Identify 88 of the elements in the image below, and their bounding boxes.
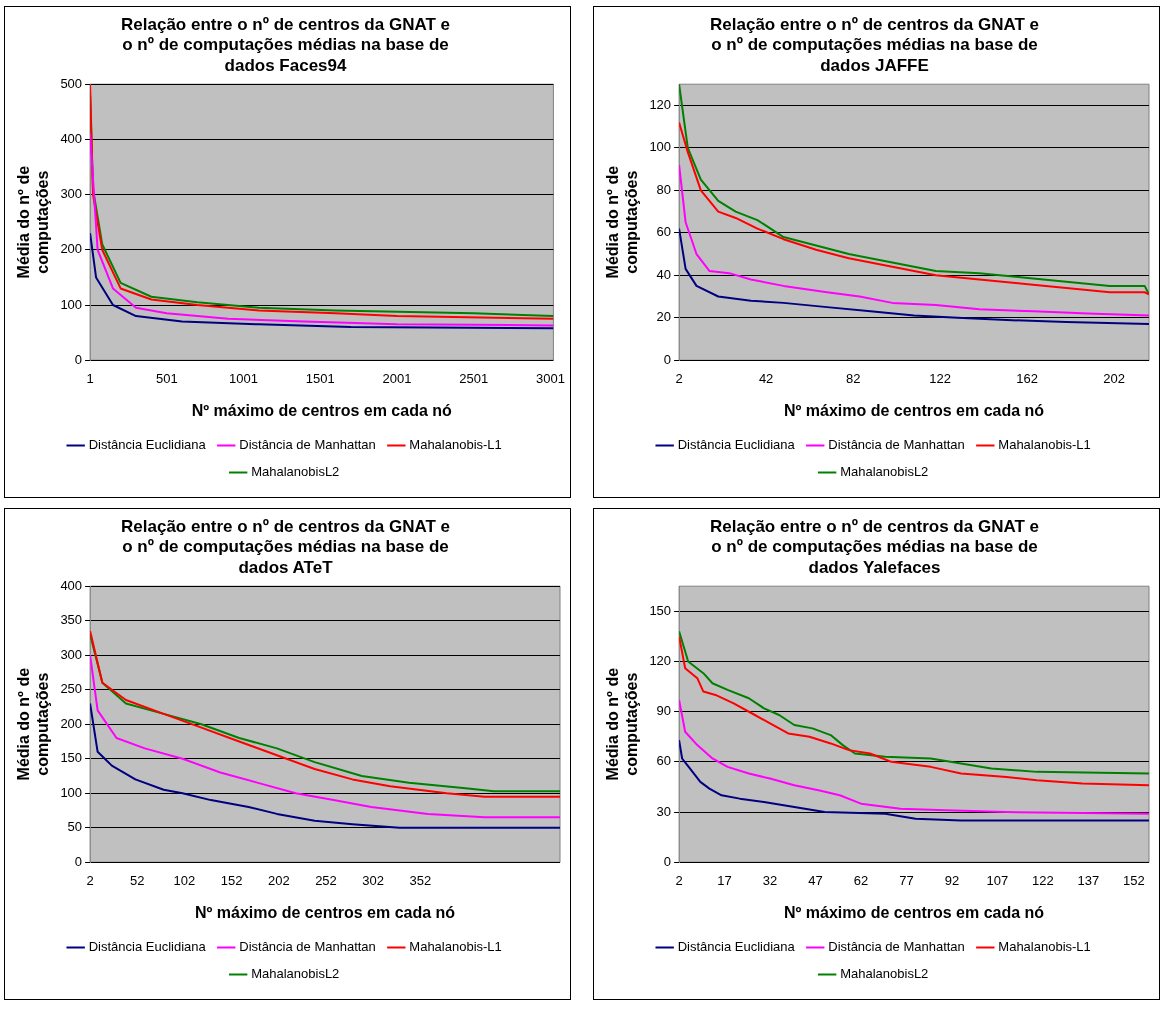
- y-axis-title: Média do nº de computações: [604, 667, 641, 781]
- x-tick-label: 2: [675, 872, 683, 888]
- x-tick-label: 107: [986, 872, 1009, 888]
- y-axis-title: Média do nº de computações: [15, 667, 52, 781]
- x-tick-label: 2001: [382, 370, 412, 386]
- x-tick-label: 3001: [536, 370, 565, 386]
- legend-label: MahalanobisL2: [251, 966, 340, 982]
- x-tick-label: 1: [86, 370, 94, 386]
- y-axis-title: Média do nº de computações: [15, 165, 52, 279]
- x-tick-label: 2: [86, 872, 94, 888]
- y-tick-label: 100: [60, 296, 83, 312]
- y-axis-title: Média do nº de computações: [604, 165, 641, 279]
- legend-label: Distância de Manhattan: [828, 437, 965, 453]
- x-tick-label: 202: [1103, 370, 1126, 386]
- y-tick-label: 80: [656, 181, 672, 197]
- x-tick-label: 77: [899, 872, 914, 888]
- legend-label: Mahalanobis-L1: [409, 939, 502, 955]
- legend-label: Mahalanobis-L1: [998, 939, 1091, 955]
- y-tick-label: 0: [663, 351, 672, 367]
- x-tick-label: 202: [267, 872, 290, 888]
- chart-title: Relação entre o nº de centros da GNAT e o nº de computações médias na base de dados ATeT: [121, 516, 450, 577]
- y-tick-label: 30: [656, 803, 672, 819]
- x-tick-label: 162: [1016, 370, 1039, 386]
- y-tick-label: 100: [649, 139, 672, 155]
- y-tick-label: 250: [60, 681, 83, 697]
- x-tick-label: 52: [130, 872, 145, 888]
- x-tick-label: 122: [929, 370, 951, 386]
- legend-label: MahalanobisL2: [251, 464, 340, 480]
- y-tick-label: 60: [656, 753, 672, 769]
- y-tick-label: 0: [74, 351, 83, 367]
- legend-label: Distância de Manhattan: [239, 437, 376, 453]
- y-tick-label: 500: [60, 75, 83, 91]
- x-axis-title: Nº máximo de centros em cada nó: [191, 401, 453, 419]
- x-tick-label: 122: [1032, 872, 1054, 888]
- x-tick-label: 47: [808, 872, 823, 888]
- x-tick-label: 17: [717, 872, 732, 888]
- x-tick-label: 2: [675, 370, 683, 386]
- y-tick-label: 200: [60, 715, 83, 731]
- legend-label: Distância Euclidiana: [677, 437, 796, 453]
- y-tick-label: 0: [663, 853, 672, 869]
- x-tick-label: 152: [220, 872, 243, 888]
- y-tick-label: 20: [656, 309, 672, 325]
- x-tick-label: 62: [853, 872, 869, 888]
- y-tick-label: 400: [60, 130, 83, 146]
- y-tick-label: 350: [60, 612, 83, 628]
- x-tick-label: 2501: [459, 370, 489, 386]
- y-tick-label: 50: [67, 819, 83, 835]
- legend-label: Distância Euclidiana: [88, 437, 207, 453]
- x-tick-label: 32: [762, 872, 778, 888]
- x-tick-label: 1501: [305, 370, 335, 386]
- x-tick-label: 102: [173, 872, 196, 888]
- y-tick-label: 150: [649, 602, 672, 618]
- y-tick-label: 90: [656, 703, 672, 719]
- y-tick-label: 60: [656, 224, 672, 240]
- y-tick-label: 120: [649, 653, 672, 669]
- y-tick-label: 40: [656, 266, 672, 282]
- chart-title: Relação entre o nº de centros da GNAT e o nº de computações médias na base de dados JAFFE: [710, 14, 1039, 75]
- legend-label: Mahalanobis-L1: [998, 437, 1091, 453]
- legend-label: MahalanobisL2: [840, 464, 929, 480]
- y-tick-label: 100: [60, 784, 83, 800]
- x-axis-title: Nº máximo de centros em cada nó: [194, 903, 456, 921]
- x-tick-label: 352: [409, 872, 432, 888]
- x-tick-label: 501: [155, 370, 178, 386]
- legend-label: Distância Euclidiana: [677, 939, 796, 955]
- legend-label: Mahalanobis-L1: [409, 437, 502, 453]
- y-tick-label: 150: [60, 750, 83, 766]
- chart-title: Relação entre o nº de centros da GNAT e o nº de computações médias na base de dados Faces94: [121, 14, 450, 75]
- x-tick-label: 252: [315, 872, 337, 888]
- y-tick-label: 0: [74, 853, 83, 869]
- legend-label: Distância de Manhattan: [239, 939, 376, 955]
- legend-label: MahalanobisL2: [840, 966, 929, 982]
- y-tick-label: 300: [60, 646, 83, 662]
- x-axis-title: Nº máximo de centros em cada nó: [783, 401, 1045, 419]
- y-tick-label: 200: [60, 241, 83, 257]
- y-tick-label: 400: [60, 577, 83, 593]
- y-tick-label: 300: [60, 186, 83, 202]
- x-tick-label: 42: [758, 370, 774, 386]
- x-tick-label: 1001: [229, 370, 259, 386]
- x-tick-label: 137: [1077, 872, 1100, 888]
- x-tick-label: 152: [1122, 872, 1145, 888]
- x-tick-label: 82: [845, 370, 861, 386]
- x-tick-label: 92: [944, 872, 960, 888]
- x-axis-title: Nº máximo de centros em cada nó: [783, 903, 1045, 921]
- y-tick-label: 120: [649, 97, 672, 113]
- chart-title: Relação entre o nº de centros da GNAT e o nº de computações médias na base de dados Yalefaces: [710, 516, 1039, 577]
- legend-label: Distância Euclidiana: [88, 939, 207, 955]
- legend-label: Distância de Manhattan: [828, 939, 965, 955]
- x-tick-label: 302: [362, 872, 385, 888]
